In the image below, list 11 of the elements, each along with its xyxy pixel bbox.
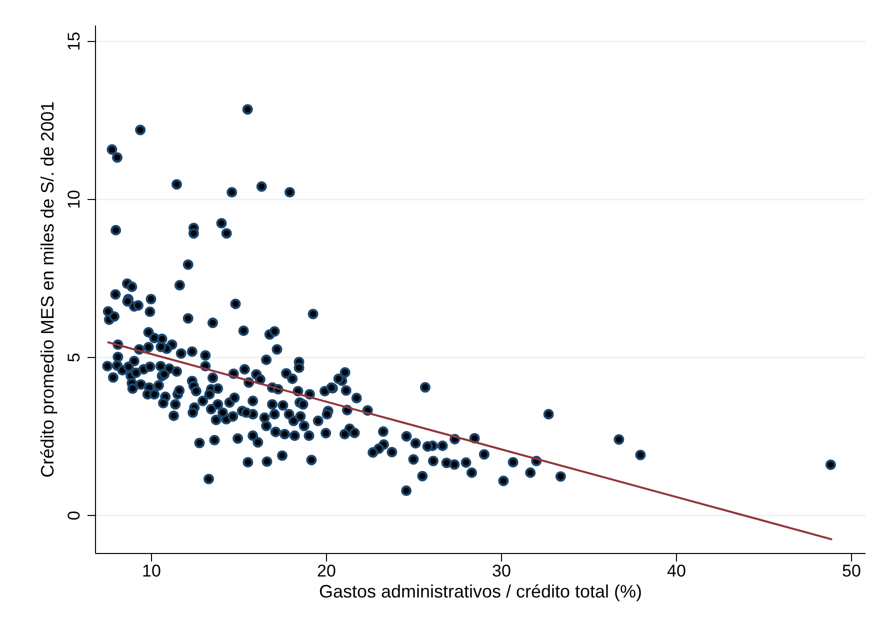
y-tick-label: 0 [64, 510, 84, 520]
x-axis-title: Gastos administrativos / crédito total (%) [318, 582, 642, 602]
x-tick-label: 30 [492, 562, 511, 580]
y-axis-title: Crédito promedio MES en miles de S/. de 2001 [38, 101, 58, 478]
x-tick-label: 40 [667, 562, 686, 580]
x-tick-label: 10 [142, 562, 161, 580]
x-tick-label: 50 [842, 562, 861, 580]
y-tick-label: 5 [64, 352, 84, 362]
x-tick-label: 20 [317, 562, 336, 580]
y-tick-label: 10 [64, 190, 84, 209]
y-tick-label: 15 [64, 32, 84, 51]
